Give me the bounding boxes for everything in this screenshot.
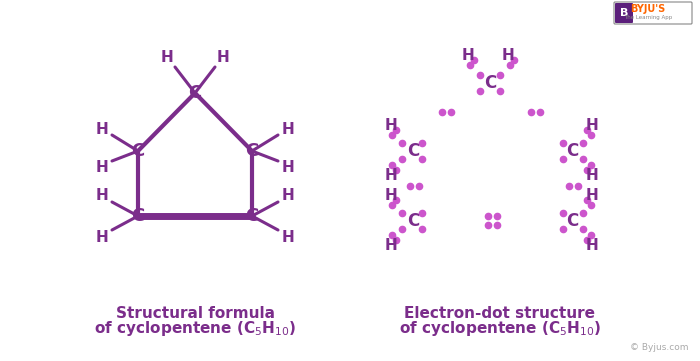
Text: H: H bbox=[384, 168, 398, 183]
Text: C: C bbox=[566, 212, 578, 230]
Text: C: C bbox=[246, 142, 258, 160]
Text: H: H bbox=[586, 117, 598, 132]
Text: H: H bbox=[281, 231, 295, 245]
Text: H: H bbox=[384, 238, 398, 252]
Text: H: H bbox=[384, 187, 398, 203]
FancyBboxPatch shape bbox=[614, 2, 692, 24]
Text: H: H bbox=[281, 160, 295, 174]
Text: C: C bbox=[566, 142, 578, 160]
Text: H: H bbox=[586, 187, 598, 203]
Text: H: H bbox=[461, 48, 475, 62]
Text: C: C bbox=[407, 142, 419, 160]
Text: H: H bbox=[281, 122, 295, 136]
Text: H: H bbox=[281, 188, 295, 204]
Text: © Byjus.com: © Byjus.com bbox=[629, 344, 688, 352]
Text: of cyclopentene (C$_5$H$_{10}$): of cyclopentene (C$_5$H$_{10}$) bbox=[94, 318, 296, 338]
Text: C: C bbox=[132, 142, 145, 160]
Text: H: H bbox=[96, 188, 108, 204]
Text: H: H bbox=[384, 117, 398, 132]
Text: H: H bbox=[96, 122, 108, 136]
Text: H: H bbox=[502, 48, 514, 62]
Text: H: H bbox=[586, 238, 598, 252]
Text: BYJU'S: BYJU'S bbox=[631, 4, 666, 14]
Text: Structural formula: Structural formula bbox=[116, 305, 274, 321]
Text: C: C bbox=[132, 207, 145, 225]
Text: B: B bbox=[620, 8, 628, 18]
Text: The Learning App: The Learning App bbox=[624, 16, 672, 21]
Text: H: H bbox=[216, 49, 230, 65]
Text: H: H bbox=[586, 168, 598, 183]
Text: C: C bbox=[188, 84, 202, 102]
FancyBboxPatch shape bbox=[615, 3, 633, 23]
Text: of cyclopentene (C$_5$H$_{10}$): of cyclopentene (C$_5$H$_{10}$) bbox=[399, 318, 601, 338]
Text: H: H bbox=[160, 49, 174, 65]
Text: C: C bbox=[484, 74, 496, 92]
Text: C: C bbox=[407, 212, 419, 230]
Text: C: C bbox=[246, 207, 258, 225]
Text: H: H bbox=[96, 160, 108, 174]
Text: H: H bbox=[96, 231, 108, 245]
Text: Electron-dot structure: Electron-dot structure bbox=[405, 305, 596, 321]
